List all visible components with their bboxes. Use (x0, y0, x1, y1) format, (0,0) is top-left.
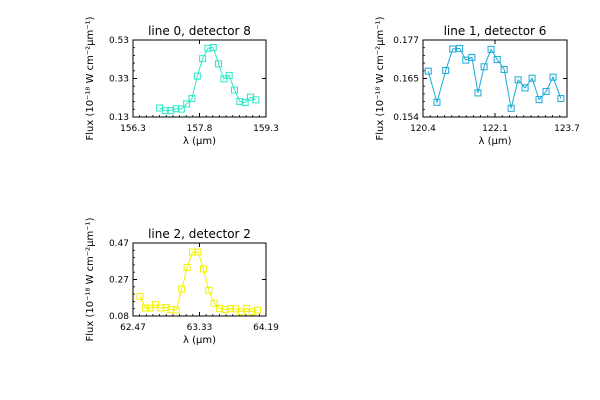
x-tick-label-line-0-2: 159.3 (253, 124, 279, 134)
data-point-line-2-1 (141, 304, 149, 312)
y-tick-label-line-0-1: 0.33 (109, 75, 129, 85)
data-point-line-1-0 (424, 67, 432, 75)
data-point-line-2-17 (226, 305, 234, 313)
x-tick-label-line-1-1: 122.1 (482, 124, 508, 134)
plot-frame-line-1 (422, 39, 568, 118)
data-point-line-1-3 (449, 45, 457, 53)
data-point-line-1-1 (433, 98, 441, 106)
data-point-line-2-15 (216, 304, 224, 312)
series-line-line-0 (159, 46, 257, 112)
data-point-line-2-0 (136, 293, 144, 301)
data-point-line-2-6 (167, 305, 175, 313)
data-point-line-1-10 (493, 55, 501, 63)
data-point-line-1-15 (528, 74, 536, 82)
data-point-line-1-12 (507, 104, 515, 112)
chart-panel-line-1: line 1, detector 6 120.4 122.1 123.7 0.154 0.… (375, 16, 580, 147)
data-point-line-2-16 (221, 305, 229, 313)
data-point-line-0-10 (209, 44, 217, 52)
data-point-line-2-5 (162, 304, 170, 312)
series-line-line-1 (427, 47, 562, 109)
x-axis-label-line-0: λ (μm) (183, 136, 216, 147)
y-tick-label-line-2-2: 0.47 (109, 239, 129, 249)
data-point-line-1-18 (549, 73, 557, 81)
chart-title-line-0: line 0, detector 8 (148, 24, 251, 38)
x-tick-label-line-2-1: 63.33 (187, 323, 213, 333)
data-point-line-0-16 (241, 99, 249, 107)
data-point-line-1-14 (521, 84, 529, 92)
data-point-line-0-14 (231, 86, 239, 94)
data-point-line-0-6 (188, 95, 196, 103)
data-point-line-1-7 (474, 89, 482, 97)
x-tick-label-line-1-2: 123.7 (554, 124, 580, 134)
data-point-line-0-7 (193, 72, 201, 80)
y-tick-label-line-0-0: 0.13 (109, 113, 129, 123)
x-axis-label-line-2: λ (μm) (183, 335, 216, 346)
data-point-line-0-11 (215, 60, 223, 68)
data-point-line-0-5 (183, 100, 191, 108)
data-point-line-1-13 (514, 76, 522, 84)
x-tick-label-line-2-2: 64.19 (253, 323, 279, 333)
data-point-line-0-13 (225, 71, 233, 79)
data-point-line-0-4 (177, 105, 185, 113)
chart-title-line-1: line 1, detector 6 (444, 24, 547, 38)
y-tick-label-line-1-0: 0.154 (393, 113, 419, 123)
data-point-line-0-3 (172, 105, 180, 113)
data-point-line-2-2 (146, 304, 154, 312)
data-point-line-2-22 (253, 306, 261, 314)
y-tick-label-line-1-1: 0.165 (393, 75, 419, 85)
x-tick-label-line-2-0: 62.47 (120, 323, 146, 333)
data-point-line-1-8 (480, 63, 488, 71)
data-point-line-0-0 (156, 104, 164, 112)
series-line-line-2 (139, 251, 258, 313)
data-point-line-1-11 (500, 65, 508, 73)
data-point-line-0-18 (252, 96, 260, 104)
x-tick-label-line-0-0: 156.3 (120, 124, 146, 134)
data-point-line-2-10 (189, 248, 197, 256)
data-point-line-1-9 (487, 45, 495, 53)
y-tick-label-line-1-2: 0.177 (393, 36, 419, 46)
x-axis-label-line-1: λ (μm) (478, 136, 511, 147)
data-point-line-2-8 (178, 285, 186, 293)
data-point-line-2-7 (172, 306, 180, 314)
y-axis-label-line-0: Flux (10⁻¹⁸ W cm⁻²μm⁻¹) (85, 16, 96, 140)
x-tick-label-line-0-1: 157.8 (187, 124, 213, 134)
data-point-line-0-8 (199, 55, 207, 63)
data-point-line-0-9 (204, 44, 212, 52)
data-point-line-1-17 (542, 88, 550, 96)
data-point-line-2-9 (183, 264, 191, 272)
data-point-line-1-6 (468, 53, 476, 61)
data-point-line-2-14 (210, 299, 218, 307)
data-point-line-2-13 (205, 286, 213, 294)
y-axis-label-line-2: Flux (10⁻¹⁸ W cm⁻²μm⁻¹) (85, 217, 96, 341)
data-point-line-2-12 (199, 265, 207, 273)
data-point-line-2-21 (248, 308, 256, 316)
data-point-line-2-4 (157, 304, 165, 312)
data-point-line-0-15 (236, 97, 244, 105)
y-tick-label-line-2-0: 0.08 (109, 312, 129, 322)
chart-panel-line-0: line 0, detector 8 156.3 157.8 159.3 0.13 0.3… (85, 16, 279, 147)
y-tick-label-line-2-1: 0.27 (109, 276, 129, 286)
y-axis-label-line-1: Flux (10⁻¹⁸ W cm⁻²μm⁻¹) (375, 16, 386, 140)
data-point-line-1-16 (535, 96, 543, 104)
data-point-line-2-20 (243, 304, 251, 312)
x-tick-label-line-1-0: 120.4 (410, 124, 436, 134)
data-point-line-2-11 (194, 248, 202, 256)
chart-title-line-2: line 2, detector 2 (148, 227, 251, 241)
data-point-line-0-1 (161, 107, 169, 115)
data-point-line-1-2 (442, 66, 450, 74)
y-tick-label-line-0-2: 0.53 (109, 36, 129, 46)
data-point-line-1-19 (557, 95, 565, 103)
data-point-line-0-2 (167, 107, 175, 115)
data-point-line-1-4 (456, 44, 464, 52)
chart-panel-line-2: line 2, detector 2 62.47 63.33 64.19 0.08 0.2… (85, 217, 279, 346)
